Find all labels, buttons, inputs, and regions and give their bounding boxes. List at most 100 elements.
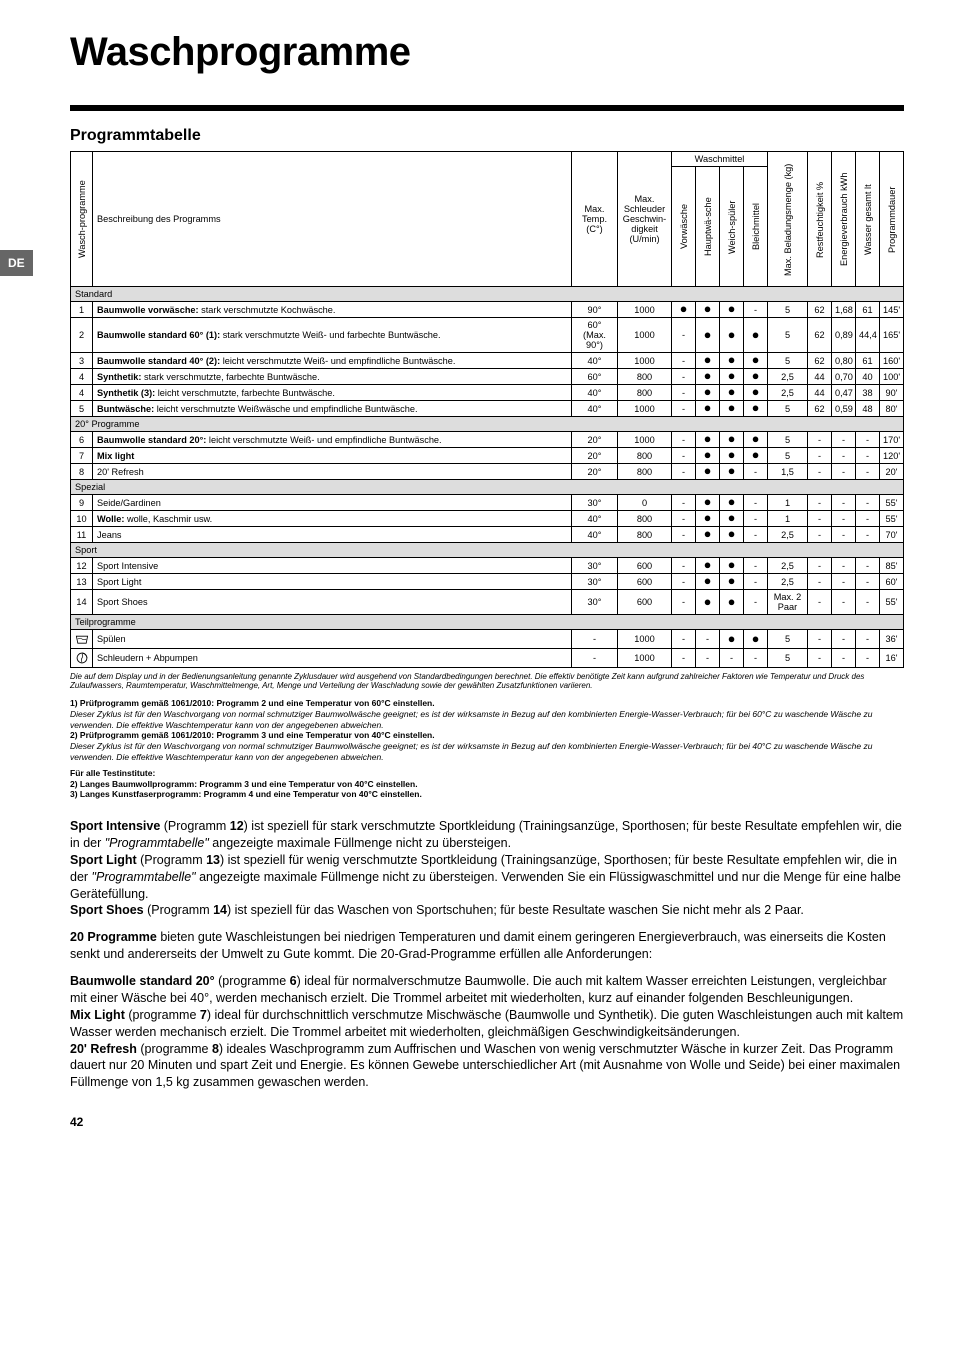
table-cell: ● [696,495,720,511]
section-row: Teilprogramme [71,615,904,630]
table-cell: - [672,630,696,649]
table-cell: 5 [768,318,808,353]
p7-num: 8 [212,1042,219,1056]
table-cell: - [832,511,856,527]
table-cell: Mix light [93,448,572,464]
table-cell: - [808,574,832,590]
page-number: 42 [70,1115,904,1129]
table-cell: ● [720,511,744,527]
table-cell: ● [696,464,720,480]
col-desc: Beschreibung des Programms [93,152,572,287]
table-cell: - [808,590,832,615]
test-1-italic: Dieser Zyklus ist für den Waschvorgang v… [70,709,872,730]
p2-t3: angezeigte maximale Füllmenge nicht zu ü… [70,870,901,901]
table-cell: - [808,464,832,480]
table-cell: 2 [71,318,93,353]
table-cell: 30° [572,590,618,615]
col-spin: Max. Schleuder Geschwin-digkeit (U/min) [618,152,672,287]
table-cell: ● [744,448,768,464]
table-cell: 16' [880,649,904,668]
p3-bold: Sport Shoes [70,903,144,917]
table-cell: 120' [880,448,904,464]
table-cell: - [808,527,832,543]
col-energy: Energieverbrauch kWh [832,152,856,287]
table-cell: 11 [71,527,93,543]
table-cell: - [672,558,696,574]
table-cell: - [856,511,880,527]
table-cell: 55' [880,495,904,511]
table-cell: 5 [768,432,808,448]
table-cell: - [672,432,696,448]
table-cell: 20° [572,448,618,464]
table-cell: ● [720,401,744,417]
table-cell: ● [720,432,744,448]
table-cell: 2,5 [768,527,808,543]
table-cell: 5 [768,401,808,417]
p3-t2: ) ist speziell für das Waschen von Sport… [227,903,804,917]
table-cell: 800 [618,385,672,401]
test-1-bold: 1) Prüfprogramm gemäß 1061/2010: Program… [70,698,435,708]
table-cell: - [672,649,696,668]
table-row: 12Sport Intensive30°600-●●-2,5---85' [71,558,904,574]
table-cell: ● [696,318,720,353]
table-cell: 8 [71,464,93,480]
p1-num: 12 [230,819,244,833]
table-cell: 40° [572,401,618,417]
table-cell: 30° [572,574,618,590]
table-cell: 30° [572,495,618,511]
table-cell: 55' [880,511,904,527]
table-cell: Wolle: wolle, Kaschmir usw. [93,511,572,527]
table-row: 3Baumwolle standard 40° (2): leicht vers… [71,353,904,369]
table-cell: 36' [880,630,904,649]
table-cell: 0,47 [832,385,856,401]
table-cell: - [856,448,880,464]
p4-t: bieten gute Waschleistungen bei niedrige… [70,930,886,961]
table-cell: Baumwolle vorwäsche: stark verschmutzte … [93,302,572,318]
table-row: 2Baumwolle standard 60° (1): stark versc… [71,318,904,353]
table-cell: Spülen [93,630,572,649]
table-cell: - [744,302,768,318]
table-cell: ● [696,369,720,385]
table-row: 10Wolle: wolle, Kaschmir usw.40°800-●●-1… [71,511,904,527]
table-cell: 0,59 [832,401,856,417]
table-cell: ● [696,511,720,527]
body-text: Sport Intensive (Programm 12) ist spezie… [70,818,904,1091]
table-cell: - [720,649,744,668]
table-cell: 1000 [618,630,672,649]
table-row: Schleudern + Abpumpen-1000----5---16' [71,649,904,668]
table-cell: - [832,527,856,543]
p5-num: 6 [290,974,297,988]
table-cell: - [808,511,832,527]
section-row: Spezial [71,480,904,495]
table-cell: - [744,495,768,511]
table-cell: ● [744,369,768,385]
table-cell: 100' [880,369,904,385]
col-prog: Wasch-programme [71,152,93,287]
col-bleach: Bleichmittel [744,167,768,287]
p1-t: (Programm [160,819,229,833]
table-cell: - [744,464,768,480]
table-cell: 4 [71,369,93,385]
table-cell: - [672,385,696,401]
test-5-bold: 3) Langes Kunstfaserprogramm: Programm 4… [70,789,422,799]
table-cell: - [672,464,696,480]
divider [70,105,904,111]
table-cell: ● [720,448,744,464]
table-row: 11Jeans40°800-●●-2,5---70' [71,527,904,543]
table-cell: 170' [880,432,904,448]
table-cell: 44 [808,369,832,385]
test-3-bold: Für alle Testinstitute: [70,768,155,778]
table-cell: 40° [572,527,618,543]
table-cell: ● [696,558,720,574]
table-footnote: Die auf dem Display und in der Bedienung… [70,672,904,690]
test-2-italic: Dieser Zyklus ist für den Waschvorgang v… [70,741,872,762]
table-cell: - [832,590,856,615]
table-cell: - [672,353,696,369]
table-cell: 90' [880,385,904,401]
p5-bold: Baumwolle standard 20° [70,974,215,988]
table-cell: Jeans [93,527,572,543]
section-row: Standard [71,287,904,302]
table-cell: 38 [856,385,880,401]
table-cell: 1,68 [832,302,856,318]
table-cell: 60° [572,369,618,385]
